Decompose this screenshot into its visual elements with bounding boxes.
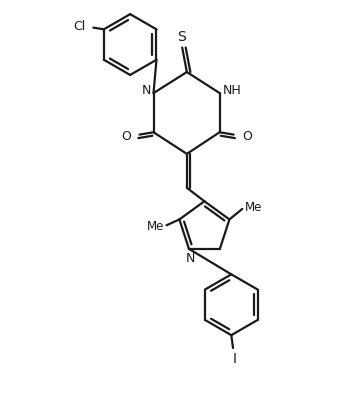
Text: S: S bbox=[177, 30, 186, 44]
Text: NH: NH bbox=[223, 84, 242, 97]
Text: Me: Me bbox=[147, 220, 164, 233]
Text: N: N bbox=[142, 84, 151, 97]
Text: Cl: Cl bbox=[73, 20, 85, 33]
Text: O: O bbox=[121, 130, 131, 143]
Text: O: O bbox=[243, 130, 252, 143]
Text: N: N bbox=[185, 252, 195, 265]
Text: I: I bbox=[232, 352, 236, 365]
Text: Me: Me bbox=[245, 201, 262, 214]
